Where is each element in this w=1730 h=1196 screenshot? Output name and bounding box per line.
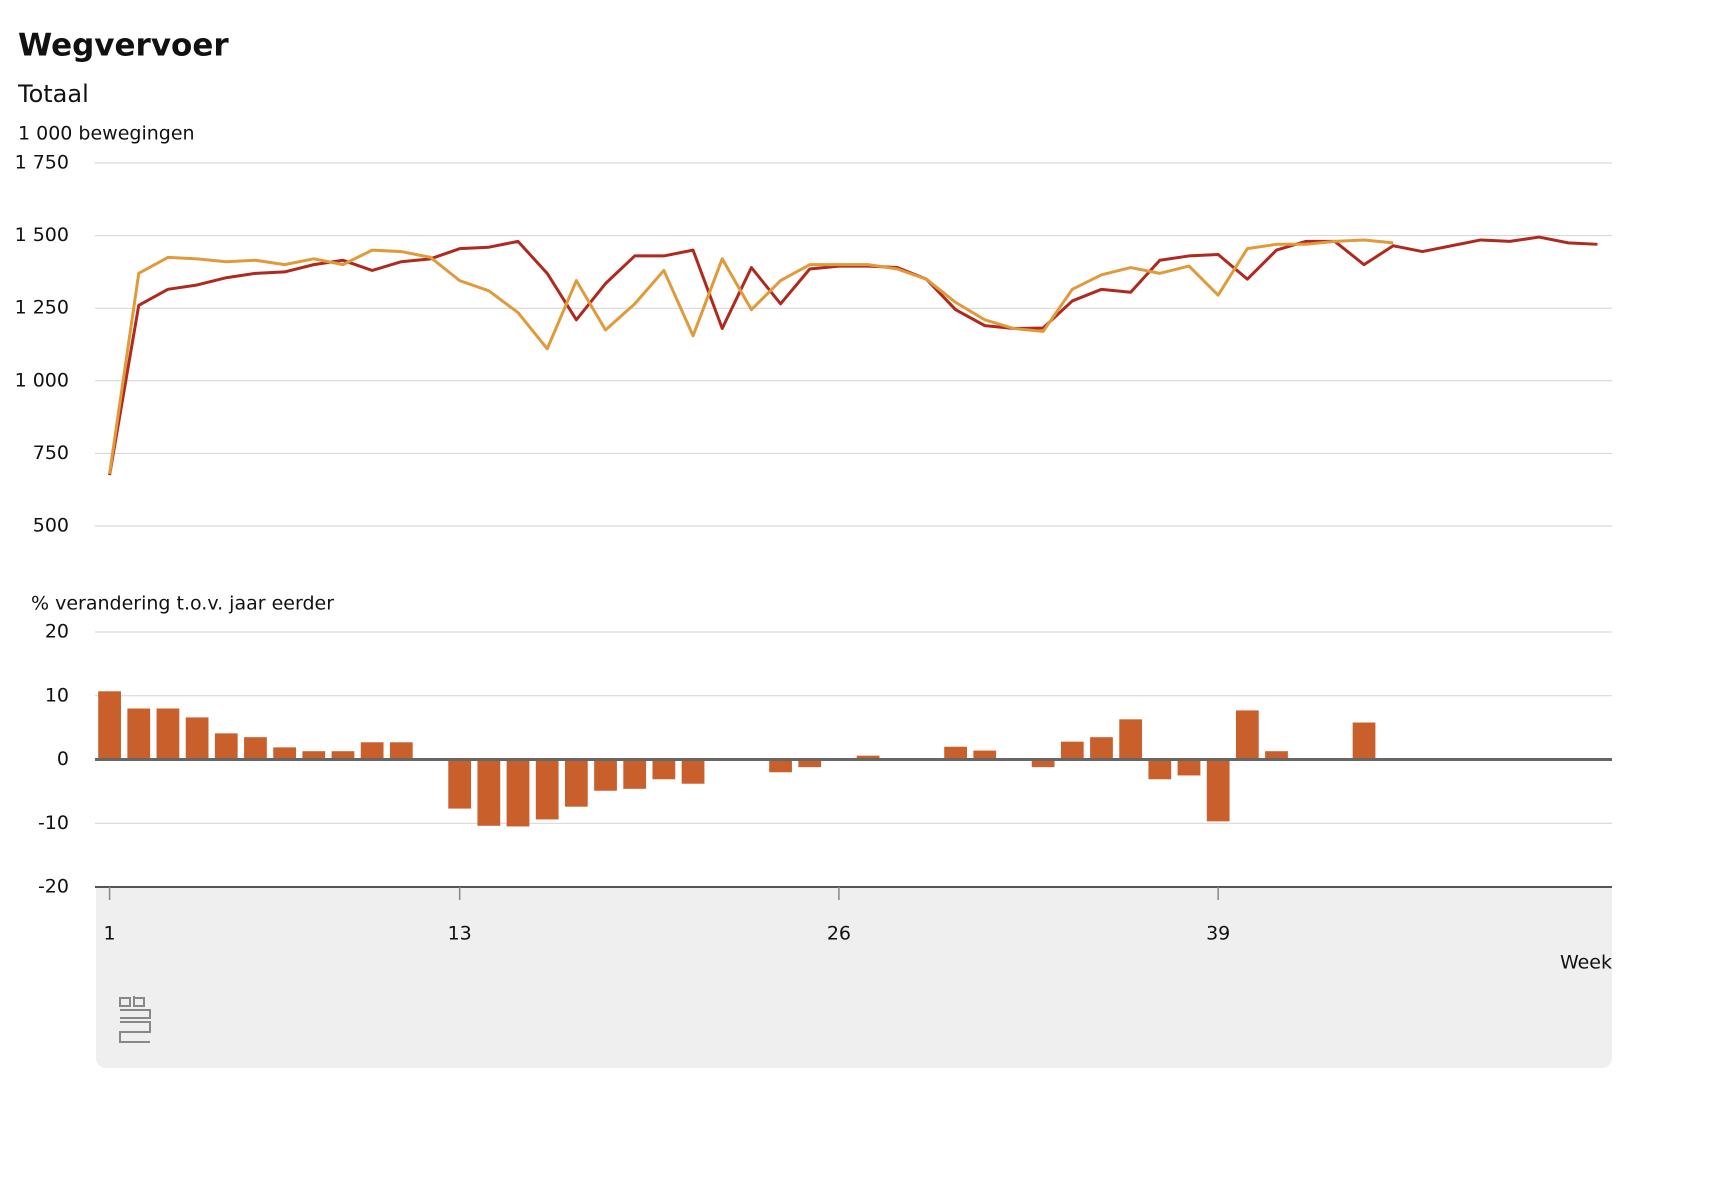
axis-panel-top bbox=[96, 888, 1612, 908]
bar bbox=[244, 737, 267, 760]
x-axis-label: Week bbox=[1560, 952, 1612, 974]
bar bbox=[856, 755, 880, 760]
bar bbox=[331, 751, 355, 760]
bar bbox=[1031, 759, 1055, 768]
line-series bbox=[108, 235, 1598, 476]
y-tick-label: 750 bbox=[33, 442, 69, 464]
y-tick-label: 20 bbox=[45, 621, 69, 643]
bar bbox=[477, 759, 501, 826]
bar bbox=[1148, 759, 1172, 780]
bar bbox=[973, 750, 997, 760]
bar bbox=[1060, 741, 1084, 760]
bar bbox=[652, 759, 676, 780]
x-tick-label: 39 bbox=[1206, 923, 1230, 945]
bar bbox=[535, 759, 559, 820]
bar bbox=[1235, 710, 1259, 760]
bar bbox=[214, 733, 238, 760]
bar bbox=[1265, 751, 1288, 760]
y-tick-label: 10 bbox=[45, 684, 69, 706]
bar bbox=[127, 708, 151, 760]
bar bbox=[389, 742, 413, 760]
bar bbox=[273, 747, 297, 760]
bar bbox=[448, 759, 472, 809]
bar bbox=[185, 717, 209, 760]
bar bbox=[156, 708, 180, 760]
bar bbox=[506, 759, 530, 827]
chart-title: Wegvervoer bbox=[18, 28, 229, 64]
bar bbox=[1119, 719, 1143, 760]
y-tick-label: 1 250 bbox=[15, 297, 69, 319]
bar bbox=[564, 759, 588, 807]
bar bbox=[360, 742, 384, 760]
logo bbox=[119, 996, 151, 1043]
bar bbox=[681, 759, 705, 784]
bar bbox=[1352, 722, 1376, 760]
bar bbox=[623, 759, 647, 789]
y-tick-label: 1 500 bbox=[15, 224, 69, 246]
x-tick-label: 1 bbox=[104, 923, 116, 945]
line-series bbox=[108, 238, 1394, 474]
chart-subtitle: Totaal bbox=[17, 80, 89, 108]
bar bbox=[944, 746, 967, 760]
y-tick-label: -10 bbox=[38, 812, 69, 834]
bar bbox=[594, 759, 617, 791]
bar bbox=[302, 751, 326, 760]
y-tick-label: 1 750 bbox=[15, 152, 69, 174]
bar bbox=[798, 759, 822, 768]
bar bbox=[1177, 759, 1201, 776]
y-axis-label: 1 000 bewegingen bbox=[18, 123, 195, 145]
y-tick-label: -20 bbox=[38, 876, 69, 898]
bar bbox=[769, 759, 792, 773]
y-tick-label: 0 bbox=[57, 748, 69, 770]
y-axis-label: % verandering t.o.v. jaar eerder bbox=[31, 593, 334, 615]
bar bbox=[1206, 759, 1230, 822]
x-tick-label: 26 bbox=[827, 923, 851, 945]
y-tick-label: 500 bbox=[33, 515, 69, 537]
bar bbox=[98, 691, 121, 760]
x-tick-label: 13 bbox=[448, 923, 472, 945]
bar bbox=[1090, 737, 1113, 760]
y-tick-label: 1 000 bbox=[15, 369, 69, 391]
axis-panel bbox=[96, 888, 1612, 1068]
